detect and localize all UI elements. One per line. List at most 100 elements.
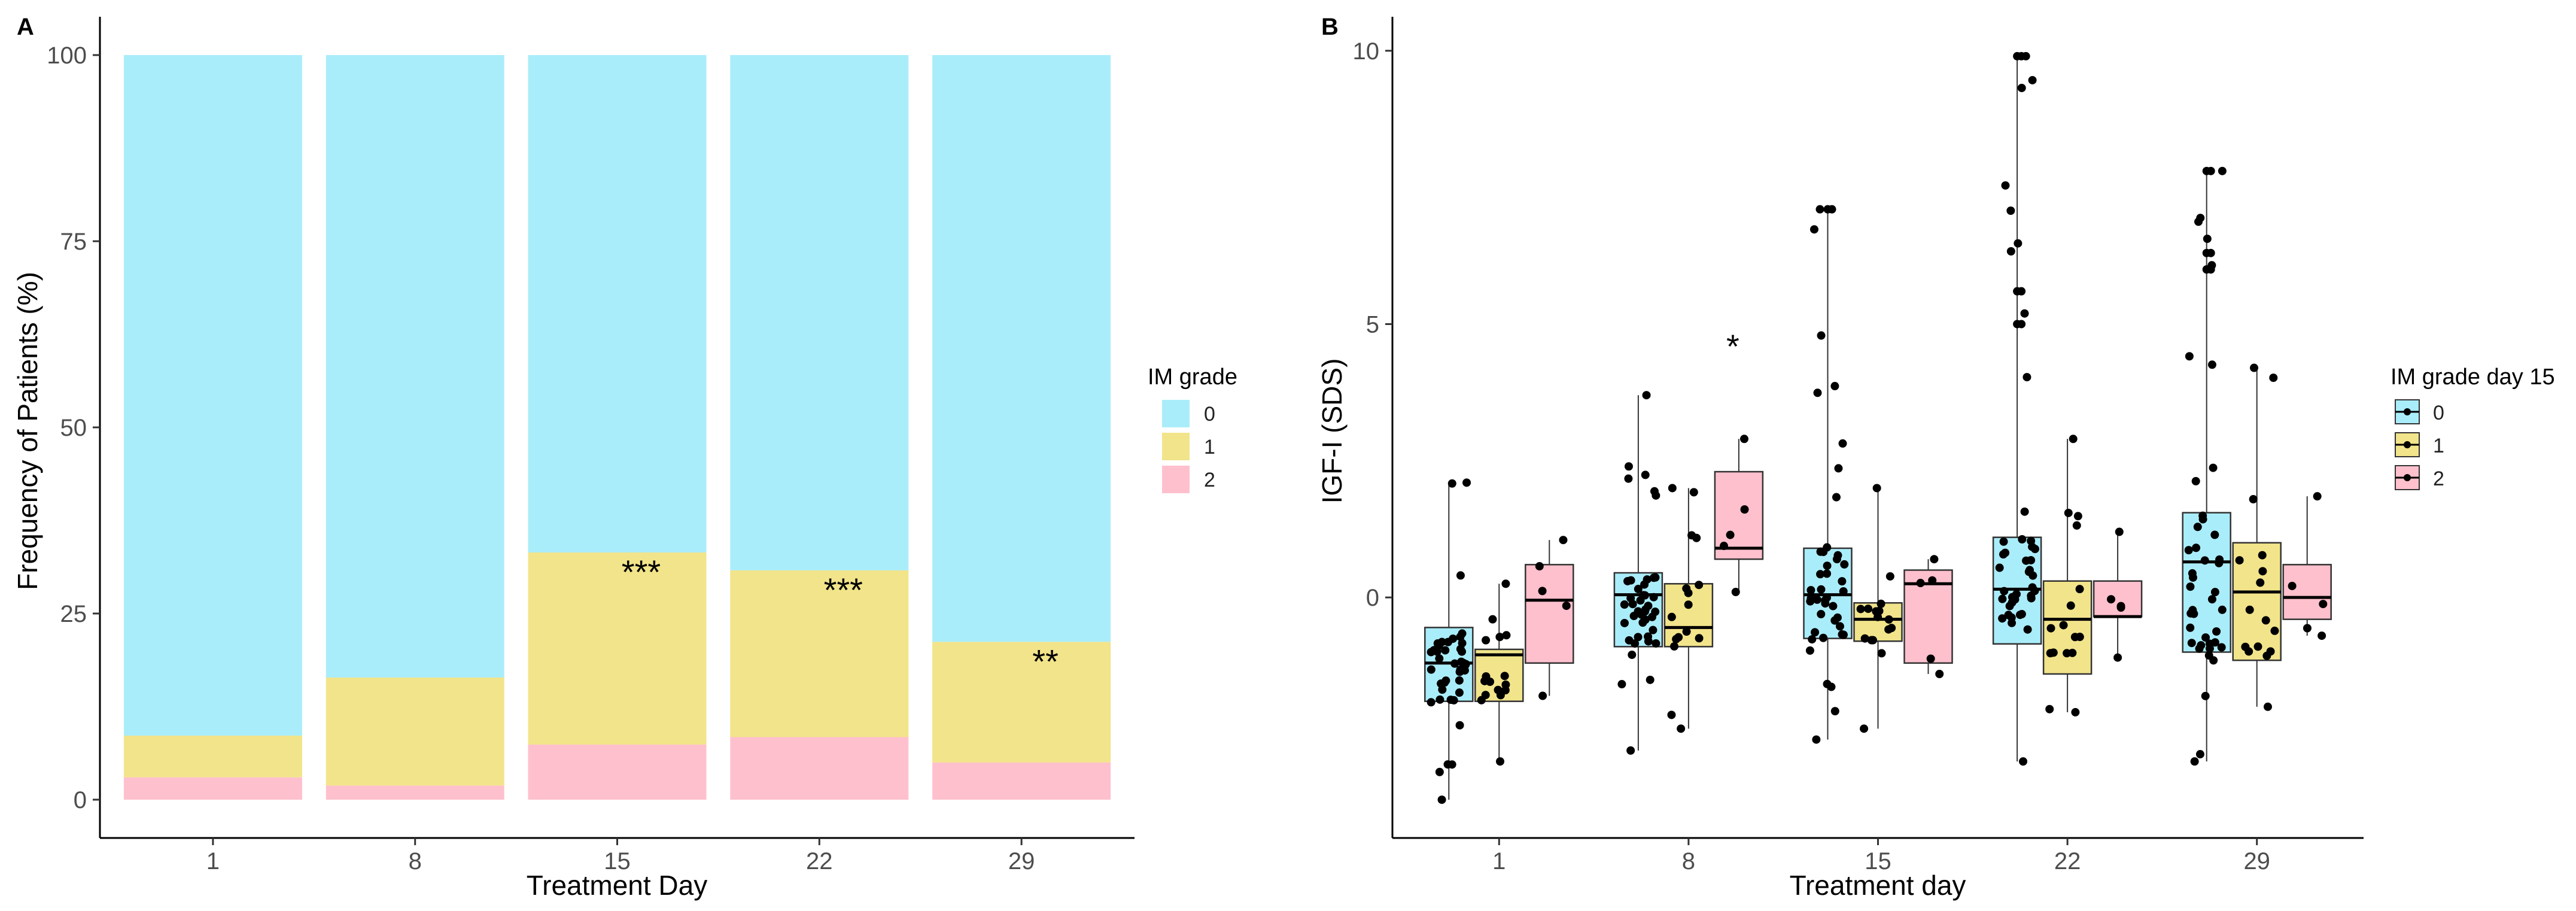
- data-point: [1821, 599, 1830, 608]
- data-point: [1430, 646, 1438, 655]
- data-point: [2072, 521, 2081, 530]
- data-point: [1456, 632, 1465, 641]
- data-point: [1437, 637, 1446, 646]
- panel-b-x-tick-label: 22: [2054, 848, 2081, 874]
- data-point: [2027, 536, 2036, 545]
- data-point: [1628, 650, 1637, 659]
- data-point: [1692, 533, 1701, 542]
- data-point: [1695, 634, 1704, 643]
- data-point: [2209, 463, 2218, 472]
- data-point: [2269, 373, 2278, 382]
- panel-b-x-tick-label: 15: [1865, 848, 1891, 874]
- data-point: [1650, 487, 1659, 496]
- data-point: [1459, 658, 1468, 667]
- legend-label-grade0: 0: [2433, 402, 2444, 424]
- data-point: [2020, 507, 2029, 516]
- bar-day1-grade2: [123, 777, 302, 800]
- bar-day29-grade1: [932, 642, 1111, 763]
- data-point: [1811, 628, 1820, 637]
- panel-a-x-tick-label: 15: [604, 848, 631, 874]
- outlier-point: [2206, 265, 2215, 274]
- data-point: [1538, 587, 1547, 596]
- panel-a-x-axis-title: Treatment Day: [527, 870, 708, 901]
- panel-a-x-tick-label: 22: [806, 848, 833, 874]
- outlier-point: [2206, 248, 2215, 257]
- bar-day8-grade1: [326, 677, 504, 786]
- data-point: [1449, 696, 1458, 704]
- data-point: [1695, 581, 1704, 590]
- data-point: [2006, 247, 2015, 256]
- data-point: [2207, 360, 2216, 369]
- panel-a-y-tick-label: 100: [47, 42, 87, 69]
- data-point: [1998, 594, 2007, 603]
- data-point: [1488, 615, 1497, 624]
- data-point: [2245, 605, 2254, 614]
- data-point: [1441, 646, 1450, 655]
- outlier-point: [2017, 287, 2026, 296]
- data-point: [1624, 474, 1633, 483]
- data-point: [1815, 205, 1824, 214]
- box-day1-grade2: [1525, 564, 1574, 664]
- data-point: [1638, 618, 1647, 627]
- data-point: [1667, 612, 1676, 621]
- data-point: [2258, 551, 2267, 560]
- data-point: [2022, 556, 2031, 565]
- outlier-point: [2017, 51, 2026, 60]
- bar-day22-grade2: [730, 737, 909, 800]
- data-point: [1860, 724, 1869, 733]
- data-point: [1441, 676, 1450, 685]
- data-point: [1884, 615, 1893, 624]
- data-point: [2070, 633, 2079, 642]
- data-point: [1455, 721, 1464, 730]
- data-point: [1819, 548, 1828, 557]
- data-point: [1481, 691, 1490, 700]
- data-point: [1438, 685, 1447, 694]
- data-point: [2115, 527, 2124, 536]
- data-point: [2028, 75, 2037, 84]
- data-point: [2195, 750, 2204, 759]
- panel-a-y-tick-label: 50: [60, 415, 87, 441]
- outlier-point: [1827, 205, 1836, 214]
- data-point: [2205, 644, 2214, 653]
- data-point: [2190, 757, 2199, 766]
- data-point: [1840, 560, 1849, 569]
- data-point: [2063, 649, 2072, 658]
- bar-day8-grade2: [326, 785, 504, 800]
- data-point: [1562, 602, 1571, 611]
- data-point: [2198, 511, 2207, 520]
- data-point: [1935, 670, 1944, 678]
- data-point: [1674, 633, 1683, 642]
- data-point: [2023, 373, 2031, 382]
- data-point: [1926, 654, 1935, 663]
- data-point: [1806, 594, 1815, 603]
- panel-a-x-tick-label: 29: [1008, 848, 1035, 874]
- data-point: [2188, 573, 2197, 582]
- data-point: [1501, 680, 1510, 689]
- data-point: [2000, 587, 2009, 596]
- data-point: [1832, 493, 1841, 502]
- bar-day29-grade0: [932, 55, 1111, 642]
- data-point: [2186, 582, 2195, 591]
- data-point: [1651, 573, 1660, 582]
- panel-b-y-tick-label: 10: [1353, 38, 1380, 65]
- panel-a-x-tick-label: 1: [206, 848, 220, 874]
- data-point: [2018, 535, 2027, 544]
- panel-a-label: A: [17, 14, 34, 40]
- data-point: [2195, 644, 2204, 653]
- data-point: [1812, 595, 1821, 604]
- data-point: [1641, 605, 1650, 614]
- data-point: [1867, 636, 1876, 645]
- data-point: [2020, 309, 2029, 318]
- data-point: [1726, 530, 1735, 539]
- data-point: [2019, 757, 2028, 766]
- data-point: [1682, 584, 1691, 593]
- panel-a-legend-title: IM grade: [1148, 365, 1237, 390]
- data-point: [2028, 571, 2037, 580]
- data-point: [1447, 479, 1456, 488]
- data-point: [1813, 388, 1822, 397]
- data-point: [1999, 537, 2008, 546]
- panel-b-x-tick-label: 8: [1682, 848, 1695, 874]
- data-point: [1884, 625, 1893, 634]
- data-point: [1830, 707, 1839, 716]
- data-point: [1642, 391, 1651, 400]
